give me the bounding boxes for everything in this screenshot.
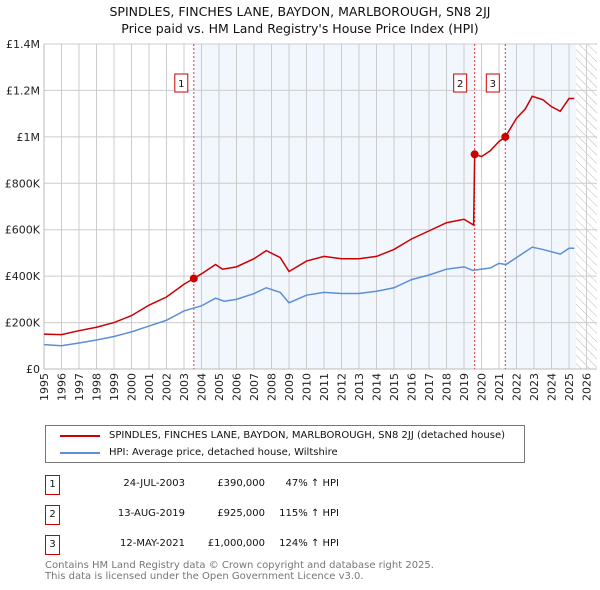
sale-date: 12-MAY-2021: [119, 538, 185, 549]
x-tick-label: 2011: [318, 373, 331, 401]
sale-number: 3: [45, 535, 60, 555]
x-tick-label: 2002: [161, 373, 174, 401]
x-tick-label: 2018: [441, 373, 454, 401]
y-tick-label: £0: [26, 363, 40, 376]
x-tick-label: 2019: [458, 373, 471, 401]
x-tick-label: 2025: [563, 373, 576, 401]
x-tick-label: 2020: [476, 373, 489, 401]
sale-date: 24-JUL-2003: [123, 478, 185, 489]
sale-row: 2 13-AUG-2019 £925,000 115% ↑ HPI: [45, 505, 345, 525]
sale-price: £390,000: [217, 478, 265, 489]
x-tick-label: 2017: [423, 373, 436, 401]
hpi-line: [43, 246, 575, 347]
sale-row: 3 12-MAY-2021 £1,000,000 124% ↑ HPI: [45, 535, 345, 555]
x-tick-label: 2001: [143, 373, 156, 401]
x-tick-label: 2008: [266, 373, 279, 401]
y-tick-label: £600K: [5, 224, 41, 237]
y-tick-label: £1.2M: [6, 84, 40, 97]
sale-point: [501, 132, 510, 141]
x-tick-label: 2004: [196, 373, 209, 401]
y-tick-label: £1.4M: [6, 38, 40, 51]
sale-marker-box: [174, 73, 189, 93]
x-tick-label: 2023: [528, 373, 541, 401]
sale-marker-box: [485, 73, 500, 93]
sale-marker-label: 3: [490, 79, 496, 90]
x-tick-label: 2026: [581, 373, 594, 401]
legend-swatch: [60, 434, 100, 437]
x-tick-label: 2000: [126, 373, 139, 401]
sale-hpi-diff: 47% ↑ HPI: [285, 478, 339, 489]
sale-hpi-diff: 115% ↑ HPI: [279, 508, 339, 519]
legend: SPINDLES, FINCHES LANE, BAYDON, MARLBORO…: [45, 425, 525, 463]
legend-label: HPI: Average price, detached house, Wilt…: [109, 447, 338, 458]
x-tick-label: 1996: [56, 373, 69, 401]
x-tick-label: 2006: [231, 373, 244, 401]
x-tick-label: 2021: [493, 373, 506, 401]
property-price-line: [43, 95, 575, 336]
x-tick-label: 2007: [248, 373, 261, 401]
sale-marker-label: 2: [457, 79, 463, 90]
x-tick-label: 2016: [406, 373, 419, 401]
sale-price: £925,000: [217, 508, 265, 519]
chart-title: SPINDLES, FINCHES LANE, BAYDON, MARLBORO…: [109, 4, 491, 19]
sale-row: 1 24-JUL-2003 £390,000 47% ↑ HPI: [45, 475, 345, 495]
legend-swatch: [60, 451, 100, 454]
footer-line-1: Contains HM Land Registry data © Crown c…: [45, 560, 434, 571]
x-tick-label: 2022: [511, 373, 524, 401]
x-tick-label: 2014: [371, 373, 384, 401]
y-tick-label: £1M: [17, 131, 41, 144]
legend-item-property: SPINDLES, FINCHES LANE, BAYDON, MARLBORO…: [60, 430, 505, 441]
y-tick-label: £200K: [5, 317, 41, 330]
legend-label: SPINDLES, FINCHES LANE, BAYDON, MARLBORO…: [109, 430, 506, 441]
sale-date: 13-AUG-2019: [117, 508, 185, 519]
sale-price: £1,000,000: [207, 538, 265, 549]
sale-marker-label: 1: [178, 79, 184, 90]
sale-number: 1: [45, 475, 60, 495]
shaded-range: [505, 44, 576, 369]
x-tick-label: 2009: [283, 373, 296, 401]
chart: 1995 1996 1997 1998 1999 2000 2001 2002 2003 2004…: [5, 38, 597, 401]
x-tick-label: 2003: [178, 373, 191, 401]
y-tick-label: £800K: [5, 177, 41, 190]
sale-point: [189, 274, 198, 283]
sale-hpi-diff: 124% ↑ HPI: [279, 538, 339, 549]
x-tick-label: 2013: [353, 373, 366, 401]
sale-marker-box: [453, 73, 468, 93]
legend-item-hpi: HPI: Average price, detached house, Wilt…: [60, 447, 338, 458]
sale-number: 2: [45, 505, 60, 525]
x-tick-label: 2005: [213, 373, 226, 401]
y-tick-label: £400K: [5, 270, 41, 283]
x-tick-label: 2024: [546, 373, 559, 401]
x-tick-label: 2010: [301, 373, 314, 401]
footer-line-2: This data is licensed under the Open Gov…: [45, 571, 364, 582]
x-tick-label: 1998: [91, 373, 104, 401]
x-tick-label: 2015: [388, 373, 401, 401]
chart-subtitle: Price paid vs. HM Land Registry's House …: [121, 21, 479, 36]
x-tick-label: 1995: [38, 373, 51, 401]
sale-point: [470, 150, 479, 159]
shaded-range: [193, 44, 475, 369]
x-tick-label: 2012: [336, 373, 349, 401]
x-tick-label: 1997: [73, 373, 86, 401]
x-tick-label: 1999: [108, 373, 121, 401]
